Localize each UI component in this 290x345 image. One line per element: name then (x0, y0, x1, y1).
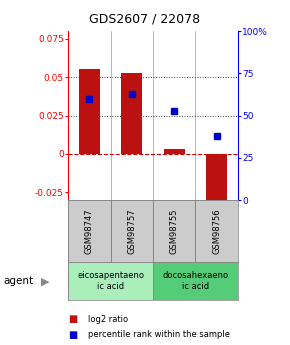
Bar (206, 154, 227, 200)
Text: eicosapentaeno
ic acid: eicosapentaeno ic acid (77, 272, 144, 291)
Text: GDS2607 / 22078: GDS2607 / 22078 (89, 12, 201, 25)
Text: ■: ■ (68, 314, 77, 324)
FancyBboxPatch shape (110, 200, 153, 262)
Text: docosahexaeno
ic acid: docosahexaeno ic acid (162, 272, 229, 291)
FancyBboxPatch shape (195, 200, 238, 262)
Text: log2 ratio: log2 ratio (88, 315, 128, 324)
Text: GSM98747: GSM98747 (85, 208, 94, 254)
Text: agent: agent (3, 276, 33, 286)
Text: GSM98756: GSM98756 (212, 208, 221, 254)
FancyBboxPatch shape (68, 200, 110, 262)
FancyBboxPatch shape (153, 200, 195, 262)
FancyBboxPatch shape (153, 262, 238, 300)
Bar (164, 149, 185, 154)
Text: percentile rank within the sample: percentile rank within the sample (88, 330, 231, 339)
FancyBboxPatch shape (68, 262, 153, 300)
Text: ■: ■ (68, 330, 77, 339)
Bar (79, 69, 100, 154)
Text: GSM98755: GSM98755 (170, 208, 179, 254)
Text: ▶: ▶ (41, 276, 49, 286)
Text: GSM98757: GSM98757 (127, 208, 136, 254)
Bar (121, 72, 142, 154)
